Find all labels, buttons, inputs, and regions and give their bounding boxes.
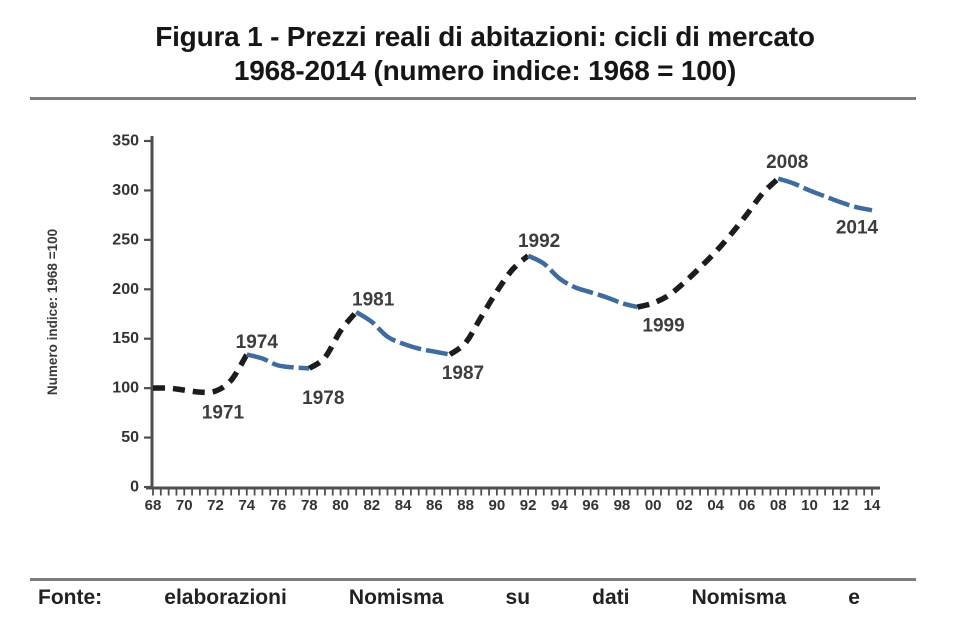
y-axis-ticks: 0 50 100 150 200 250 300 350 — [112, 133, 152, 496]
annotation-1971: 1971 — [202, 403, 245, 424]
figure-title-line2: 1968-2014 (numero indice: 1968 = 100) — [233, 55, 737, 86]
x-tick-label: 72 — [207, 497, 224, 514]
x-tick-label: 84 — [395, 497, 412, 514]
series-segment-fall-2008 — [777, 176, 873, 213]
y-tick-label: 150 — [112, 330, 139, 347]
source-word: Nomisma — [348, 586, 444, 609]
y-tick-label: 0 — [130, 479, 139, 496]
x-tick-label: 86 — [426, 497, 443, 514]
x-tick-label: 78 — [301, 497, 318, 514]
source-word: Fonte: — [38, 586, 103, 609]
series-segment-rise-1968 — [152, 353, 250, 396]
annotation-1992: 1992 — [518, 231, 560, 252]
source-word: elaborazioni — [164, 586, 287, 609]
y-tick-label: 200 — [112, 281, 139, 298]
x-tick-label: 80 — [332, 497, 349, 514]
x-tick-label: 70 — [176, 497, 193, 514]
axes — [146, 136, 880, 490]
annotation-2008: 2008 — [766, 152, 808, 173]
y-tick-label: 100 — [112, 380, 139, 397]
source-divider — [30, 578, 916, 581]
x-tick-label: 76 — [270, 497, 287, 514]
source-word: dati — [592, 586, 630, 609]
x-tick-label: 10 — [801, 497, 818, 514]
figure-title-line1: Figura 1 - Prezzi reali di abitazioni: c… — [155, 21, 815, 52]
series-segment-fall-1992 — [527, 253, 639, 310]
source-line: Fonte: elaborazioni Nomisma su dati Nomisma e — [38, 586, 860, 610]
source-word: e — [848, 586, 860, 609]
x-tick-label: 82 — [363, 497, 380, 514]
y-tick-label: 250 — [112, 231, 139, 248]
x-tick-label: 74 — [238, 497, 255, 514]
series-segment-rise-1978 — [307, 310, 359, 371]
x-tick-label: 88 — [457, 497, 474, 514]
series-segment-fall-1981 — [354, 310, 451, 357]
x-tick-label: 00 — [645, 497, 662, 514]
annotation-1981: 1981 — [352, 290, 395, 311]
x-tick-label: 12 — [832, 497, 849, 514]
series-segment-fall-1974 — [246, 352, 310, 371]
y-tick-label: 300 — [112, 182, 139, 199]
x-axis-ticks: 68 70 72 74 76 78 80 82 84 86 88 90 92 94 96 98 00 02 04 06… — [145, 489, 881, 514]
series-segment-rise-1999 — [636, 176, 781, 310]
source-word: su — [505, 586, 531, 609]
annotation-1978: 1978 — [302, 388, 344, 409]
x-tick-label: 96 — [582, 497, 599, 514]
x-tick-label: 08 — [770, 497, 787, 514]
series-segment-rise-1987 — [448, 253, 530, 357]
x-tick-label: 90 — [489, 497, 506, 514]
x-tick-label: 06 — [739, 497, 756, 514]
x-tick-label: 94 — [551, 497, 568, 514]
annotation-1999: 1999 — [642, 316, 684, 337]
x-tick-label: 02 — [676, 497, 693, 514]
title-divider — [30, 97, 916, 100]
annotation-2014: 2014 — [836, 218, 879, 239]
x-tick-label: 04 — [707, 497, 724, 514]
x-tick-label: 68 — [145, 497, 162, 514]
x-tick-label: 92 — [520, 497, 537, 514]
x-tick-label: 14 — [864, 497, 881, 514]
source-word: Nomisma — [691, 586, 787, 609]
figure-title: Figura 1 - Prezzi reali di abitazioni: c… — [0, 20, 970, 88]
x-tick-label: 98 — [614, 497, 631, 514]
annotation-1974: 1974 — [236, 332, 279, 353]
y-tick-label: 50 — [121, 429, 139, 446]
series — [152, 176, 873, 396]
y-tick-label: 350 — [112, 133, 139, 150]
annotation-1987: 1987 — [442, 363, 484, 384]
annotations: 1971 1974 1978 1981 1987 1992 1999 2008 2014 — [202, 152, 879, 424]
y-axis-title: Numero indice: 1968 =100 — [45, 229, 60, 395]
